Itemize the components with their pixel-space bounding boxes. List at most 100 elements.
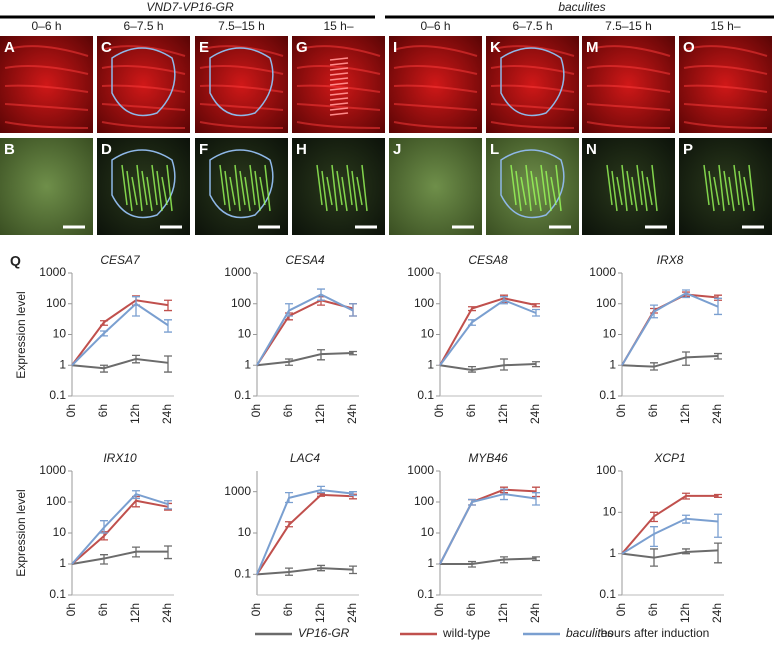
- texture: [101, 84, 186, 93]
- vessel-band: [329, 112, 349, 116]
- panel-letter: G: [296, 39, 308, 56]
- texture: [101, 121, 186, 129]
- x-tick-label: 6h: [281, 404, 295, 417]
- y-tick-label: 100: [414, 494, 434, 508]
- series-line: [621, 354, 719, 368]
- vessel-band: [651, 164, 658, 212]
- x-tick-label: 12h: [678, 404, 692, 424]
- vessel-band: [329, 77, 349, 81]
- vessel-band: [166, 164, 173, 212]
- texture: [683, 121, 768, 129]
- y-tick-label: 1000: [224, 265, 251, 279]
- texture: [683, 84, 768, 93]
- vessel-band: [535, 176, 542, 212]
- panel-letter: E: [199, 39, 209, 56]
- texture: [393, 103, 478, 111]
- y-tick-label: 1000: [407, 265, 434, 279]
- panel-letter: L: [490, 141, 499, 158]
- series-line: [621, 494, 718, 555]
- x-tick-label: 12h: [496, 404, 510, 424]
- cell-outline: [111, 149, 176, 219]
- micrograph-green: [679, 138, 772, 235]
- vessel-band: [748, 164, 755, 212]
- x-tick-label: 0h: [64, 603, 78, 616]
- texture: [101, 45, 186, 57]
- texture: [4, 45, 89, 57]
- texture: [683, 103, 768, 111]
- texture: [199, 121, 284, 129]
- texture: [393, 65, 478, 75]
- y-tick-label: 0.1: [49, 587, 66, 601]
- vessel-band: [219, 164, 226, 206]
- vessel-band: [545, 170, 552, 212]
- x-tick-label: 24h: [345, 404, 359, 424]
- panel-letter: B: [4, 141, 15, 158]
- vessel-band: [530, 170, 537, 206]
- texture: [586, 65, 671, 75]
- vessel-band: [510, 164, 517, 206]
- y-tick-label: 0.1: [49, 388, 66, 402]
- x-tick-label: 0h: [64, 404, 78, 417]
- vessel-band: [259, 176, 266, 206]
- error-bar: [714, 513, 722, 538]
- vessel-band: [151, 164, 158, 206]
- x-tick-label: 12h: [496, 603, 510, 623]
- vessel-band: [708, 170, 715, 212]
- y-tick-label: 1: [427, 357, 434, 371]
- y-tick-label: 0.1: [599, 587, 616, 601]
- x-tick-label: 0h: [614, 603, 628, 616]
- time-label: 0–6 h: [420, 19, 450, 33]
- vessel-band: [646, 176, 653, 206]
- vessel-band: [136, 164, 143, 212]
- x-tick-label: 12h: [128, 404, 142, 424]
- vessel-band: [156, 170, 163, 212]
- legend-label: VP16-GR: [298, 626, 350, 640]
- vessel-band: [326, 176, 333, 206]
- series-line: [71, 550, 168, 565]
- vessel-band: [329, 102, 349, 106]
- texture: [393, 84, 478, 93]
- series-line: [71, 299, 169, 366]
- y-tick-label: 0.1: [234, 567, 251, 581]
- cell-outline: [500, 149, 565, 219]
- y-tick-label: 100: [46, 296, 66, 310]
- texture: [683, 65, 768, 75]
- x-tick-label: 24h: [345, 603, 359, 623]
- x-tick-label: 6h: [96, 404, 110, 417]
- vessel-band: [329, 82, 349, 86]
- texture: [199, 45, 284, 57]
- vessel-band: [606, 164, 613, 206]
- x-tick-label: 6h: [96, 603, 110, 616]
- x-tick-label: 6h: [464, 603, 478, 616]
- cell-outline: [500, 47, 565, 117]
- y-tick-label: 10: [238, 327, 252, 341]
- vessel-band: [611, 170, 618, 212]
- panel-letter: D: [101, 141, 112, 158]
- vessel-band: [234, 164, 241, 212]
- error-bar: [532, 492, 540, 506]
- series-line: [256, 293, 354, 366]
- series-line: [71, 499, 169, 565]
- series-line: [439, 488, 537, 565]
- y-tick-label: 0.1: [417, 587, 434, 601]
- series-line: [256, 299, 354, 366]
- x-tick-label: 6h: [646, 404, 660, 417]
- series-line: [256, 489, 354, 575]
- x-tick-label: 0h: [249, 603, 263, 616]
- series-line: [621, 293, 719, 366]
- y-tick-label: 1000: [39, 265, 66, 279]
- vessel-band: [346, 164, 353, 206]
- texture: [490, 121, 575, 129]
- panel-letter: A: [4, 39, 15, 56]
- legend-label: wild-type: [442, 626, 491, 640]
- group-label: VND7-VP16-GR: [146, 0, 234, 14]
- panel-letter: P: [683, 141, 693, 158]
- x-tick-label: 24h: [710, 603, 724, 623]
- y-axis-label: Expression level: [14, 489, 28, 576]
- chart-title: CESA4: [285, 253, 325, 267]
- texture: [296, 103, 381, 111]
- time-label: 6–7.5 h: [123, 19, 163, 33]
- y-tick-label: 1: [427, 556, 434, 570]
- series-line: [621, 292, 719, 366]
- legend-label: baculites: [566, 626, 613, 640]
